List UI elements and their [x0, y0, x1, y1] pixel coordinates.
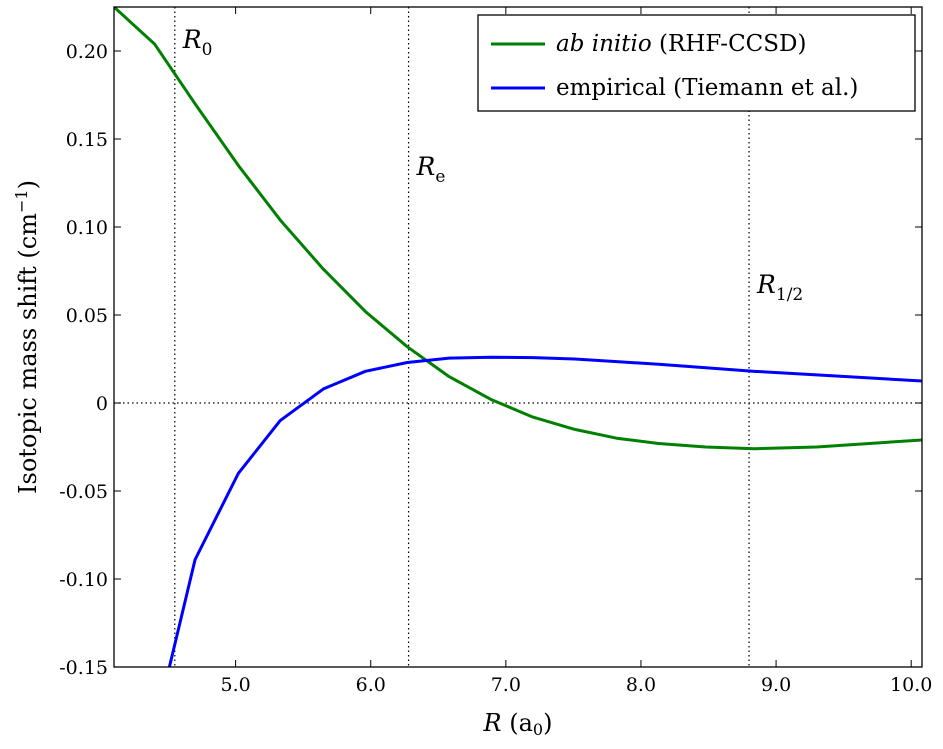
y-tick-label: -0.15 — [59, 657, 108, 679]
y-tick-label: 0.05 — [66, 305, 108, 327]
x-tick-label: 6.0 — [356, 674, 386, 696]
reference-lines: R0 Re R1/2 — [114, 7, 922, 667]
x-axis-title: R (a0) — [483, 709, 553, 739]
x-axis: 5.0 6.0 7.0 8.0 9.0 10.0 — [220, 7, 932, 696]
x-tick-label: 9.0 — [761, 674, 791, 696]
y-axis: -0.15 -0.10 -0.05 0 0.05 0.10 0.15 0.20 — [59, 41, 922, 679]
x-tick-label: 7.0 — [491, 674, 521, 696]
series-empirical-line — [167, 355, 922, 667]
y-tick-label: 0 — [96, 393, 108, 415]
x-tick-label: 8.0 — [626, 674, 656, 696]
legend: ab initio (RHF-CCSD) empirical (Tiemann … — [477, 14, 916, 112]
y-axis-title: Isotopic mass shift (cm−1) — [12, 180, 42, 494]
y-tick-label: -0.10 — [59, 569, 108, 591]
legend-box — [477, 14, 916, 112]
reference-label-0: R0 — [182, 25, 213, 60]
legend-label-empirical: empirical (Tiemann et al.) — [556, 75, 858, 101]
series-ab-initio-line — [114, 7, 922, 451]
y-tick-label: -0.05 — [59, 481, 108, 503]
plot-frame — [113, 6, 923, 668]
x-tick-label: 10.0 — [890, 674, 932, 696]
reference-label-1-2: R1/2 — [756, 270, 803, 305]
reference-label-e: Re — [416, 152, 446, 187]
legend-label-ab-initio: ab initio (RHF-CCSD) — [556, 31, 806, 57]
x-tick-label: 5.0 — [220, 674, 250, 696]
y-tick-label: 0.15 — [66, 129, 108, 151]
y-tick-label: 0.20 — [66, 41, 108, 63]
series-layer — [114, 7, 922, 667]
y-tick-label: 0.10 — [66, 217, 108, 239]
